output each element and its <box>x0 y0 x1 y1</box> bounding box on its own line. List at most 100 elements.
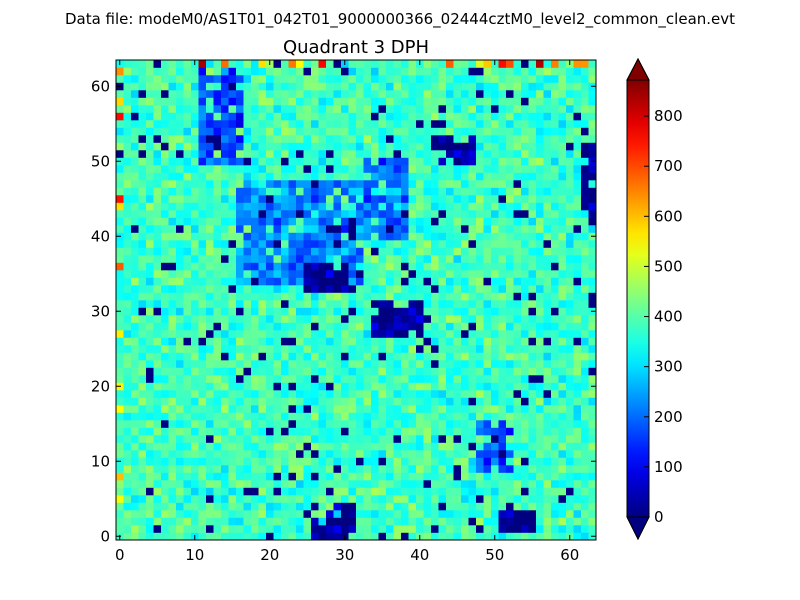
heatmap-cell <box>341 315 349 323</box>
heatmap-cell <box>536 397 544 406</box>
heatmap-cell <box>123 412 132 421</box>
heatmap-cell <box>581 412 589 421</box>
heatmap-cell <box>258 135 267 143</box>
heatmap-cell <box>221 292 229 301</box>
heatmap-cell <box>521 195 529 203</box>
heatmap-cell <box>273 330 282 338</box>
heatmap-cell <box>123 375 132 383</box>
heatmap-cell <box>581 157 589 166</box>
heatmap-cell <box>393 495 402 503</box>
heatmap-cell <box>138 142 147 151</box>
heatmap-cell <box>491 232 499 241</box>
heatmap-cell <box>476 67 484 76</box>
heatmap-cell <box>326 487 334 496</box>
heatmap-cell <box>191 435 199 443</box>
heatmap-cell <box>581 382 589 391</box>
heatmap-cell <box>123 135 132 143</box>
heatmap-cell <box>506 405 514 413</box>
heatmap-cell <box>408 202 417 211</box>
heatmap-cell <box>273 127 282 136</box>
heatmap-cell <box>206 97 214 106</box>
heatmap-cell <box>521 315 529 323</box>
heatmap-cell <box>386 465 394 473</box>
heatmap-cell <box>176 180 184 188</box>
heatmap-cell <box>281 225 289 233</box>
heatmap-cell <box>453 180 462 188</box>
heatmap-cell <box>378 480 387 488</box>
heatmap-cell <box>153 255 162 263</box>
heatmap-cell <box>438 352 447 361</box>
heatmap-cell <box>446 375 454 383</box>
heatmap-cell <box>483 435 492 443</box>
heatmap-cell <box>213 277 222 286</box>
heatmap-cell <box>146 217 154 226</box>
heatmap-cell <box>528 360 537 368</box>
heatmap-cell <box>423 202 432 211</box>
heatmap-cell <box>581 525 589 533</box>
heatmap-cell <box>468 105 477 113</box>
heatmap-cell <box>378 240 387 248</box>
heatmap-cell <box>438 262 447 271</box>
heatmap-cell <box>303 232 312 241</box>
heatmap-cell <box>251 67 259 76</box>
heatmap-cell <box>581 165 589 173</box>
heatmap-cell <box>453 510 462 518</box>
heatmap-cell <box>191 330 199 338</box>
heatmap-cell <box>243 97 252 106</box>
heatmap-cell <box>168 375 177 383</box>
colorbar-extend-min <box>626 516 650 541</box>
heatmap-cell <box>131 367 139 376</box>
heatmap-cell <box>341 495 349 503</box>
heatmap-cell <box>431 127 439 136</box>
heatmap-cell <box>123 525 132 533</box>
heatmap-cell <box>311 180 319 188</box>
heatmap-cell <box>416 300 424 308</box>
heatmap-cell <box>528 82 537 91</box>
heatmap-cell <box>123 510 132 518</box>
heatmap-cell <box>416 127 424 136</box>
heatmap-cell <box>288 405 297 413</box>
heatmap-cell <box>191 82 199 91</box>
heatmap-cell <box>326 502 334 511</box>
heatmap-cell <box>333 397 342 406</box>
heatmap-cell <box>138 307 147 316</box>
heatmap-cell <box>341 322 349 331</box>
heatmap-cell <box>206 367 214 376</box>
heatmap-cell <box>446 127 454 136</box>
heatmap-cell <box>431 307 439 316</box>
heatmap-cell <box>356 465 364 473</box>
heatmap-cell <box>536 255 544 263</box>
heatmap-cell <box>566 480 574 488</box>
heatmap-cell <box>191 367 199 376</box>
heatmap-cell <box>266 240 274 248</box>
heatmap-cell <box>393 157 402 166</box>
heatmap-cell <box>498 352 507 361</box>
heatmap-cell <box>551 105 559 113</box>
heatmap-cell <box>251 450 259 458</box>
heatmap-cell <box>468 285 477 293</box>
heatmap-cell <box>258 367 267 376</box>
heatmap-cell <box>491 345 499 353</box>
heatmap-cell <box>228 382 237 391</box>
heatmap-cell <box>273 300 282 308</box>
heatmap-cell <box>251 337 259 346</box>
heatmap-cell <box>446 360 454 368</box>
heatmap-cell <box>296 67 304 76</box>
heatmap-cell <box>536 472 544 481</box>
heatmap-cell <box>491 75 499 83</box>
heatmap-cell <box>356 292 364 301</box>
heatmap-cell <box>431 300 439 308</box>
heatmap-cell <box>236 405 244 413</box>
heatmap-cell <box>281 60 289 68</box>
heatmap-cell <box>438 367 447 376</box>
heatmap-cell <box>281 97 289 106</box>
heatmap-cell <box>161 127 169 136</box>
heatmap-cell <box>543 195 552 203</box>
heatmap-cell <box>573 240 582 248</box>
heatmap-cell <box>386 277 394 286</box>
heatmap-cell <box>243 367 252 376</box>
heatmap-cell <box>371 240 379 248</box>
heatmap-cell <box>528 255 537 263</box>
heatmap-cell <box>311 457 319 466</box>
heatmap-cell <box>146 270 154 278</box>
